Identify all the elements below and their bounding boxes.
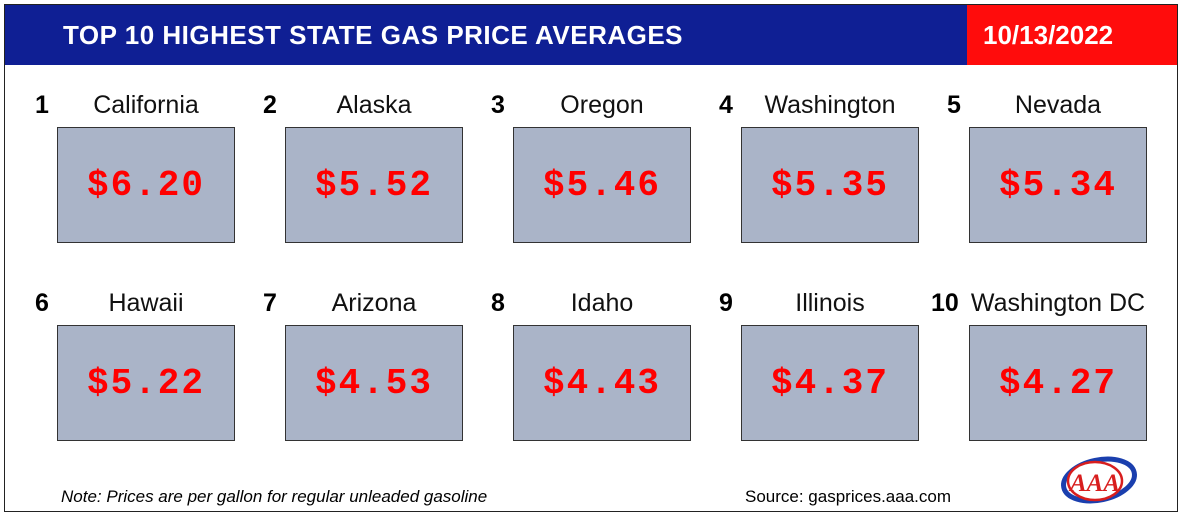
rank-number: 2: [263, 91, 277, 119]
rank-card: 3 Oregon $5.46: [491, 91, 691, 281]
price-value: $5.34: [998, 164, 1118, 206]
state-name: Illinois: [795, 289, 865, 317]
price-box: $5.46: [513, 127, 691, 243]
rank-number: 5: [947, 91, 961, 119]
infographic: TOP 10 HIGHEST STATE GAS PRICE AVERAGES …: [4, 4, 1178, 512]
state-name: Washington DC: [970, 289, 1146, 317]
price-box: $5.52: [285, 127, 463, 243]
rank-card: 6 Hawaii $5.22: [35, 289, 235, 479]
date-badge: 10/13/2022: [967, 5, 1177, 65]
aaa-logo: AAA: [1055, 450, 1151, 510]
rank-card: 7 Arizona $4.53: [263, 289, 463, 479]
rank-card: 4 Washington $5.35: [719, 91, 919, 281]
rank-card: 8 Idaho $4.43: [491, 289, 691, 479]
price-value: $4.27: [998, 362, 1118, 404]
state-name: Washington: [764, 91, 896, 119]
rank-number: 4: [719, 91, 733, 119]
price-value: $5.22: [86, 362, 206, 404]
rank-card: 5 Nevada $5.34: [947, 91, 1147, 281]
price-value: $5.35: [770, 164, 890, 206]
price-box: $5.22: [57, 325, 235, 441]
price-value: $4.43: [542, 362, 662, 404]
rank-number: 6: [35, 289, 49, 317]
rank-number: 7: [263, 289, 277, 317]
price-value: $4.53: [314, 362, 434, 404]
logo-text: AAA: [1068, 470, 1120, 497]
rank-card: 1 California $6.20: [35, 91, 235, 281]
rank-number: 9: [719, 289, 733, 317]
price-box: $5.35: [741, 127, 919, 243]
price-value: $5.52: [314, 164, 434, 206]
state-name: Oregon: [560, 91, 644, 119]
rank-number: 8: [491, 289, 505, 317]
rank-number: 3: [491, 91, 505, 119]
state-name: Alaska: [336, 91, 412, 119]
state-name: Hawaii: [108, 289, 184, 317]
footnote: Note: Prices are per gallon for regular …: [61, 487, 488, 506]
state-name: Nevada: [1014, 91, 1102, 119]
state-name: California: [93, 91, 199, 119]
rank-card: 10 Washington DC $4.27: [931, 289, 1147, 479]
price-box: $4.43: [513, 325, 691, 441]
page-title: TOP 10 HIGHEST STATE GAS PRICE AVERAGES: [63, 20, 684, 50]
price-box: $4.27: [969, 325, 1147, 441]
source-credit: Source: gasprices.aaa.com: [745, 487, 951, 506]
rank-number: 10: [931, 289, 959, 317]
price-value: $5.46: [542, 164, 662, 206]
price-box: $4.53: [285, 325, 463, 441]
price-box: $4.37: [741, 325, 919, 441]
state-name: Arizona: [331, 289, 417, 317]
price-value: $4.37: [770, 362, 890, 404]
price-value: $6.20: [86, 164, 206, 206]
price-box: $6.20: [57, 127, 235, 243]
price-box: $5.34: [969, 127, 1147, 243]
state-name: Idaho: [570, 289, 634, 317]
header-bar: TOP 10 HIGHEST STATE GAS PRICE AVERAGES …: [5, 5, 1177, 65]
rank-card: 2 Alaska $5.52: [263, 91, 463, 281]
rank-card: 9 Illinois $4.37: [719, 289, 919, 479]
rank-number: 1: [35, 91, 49, 119]
